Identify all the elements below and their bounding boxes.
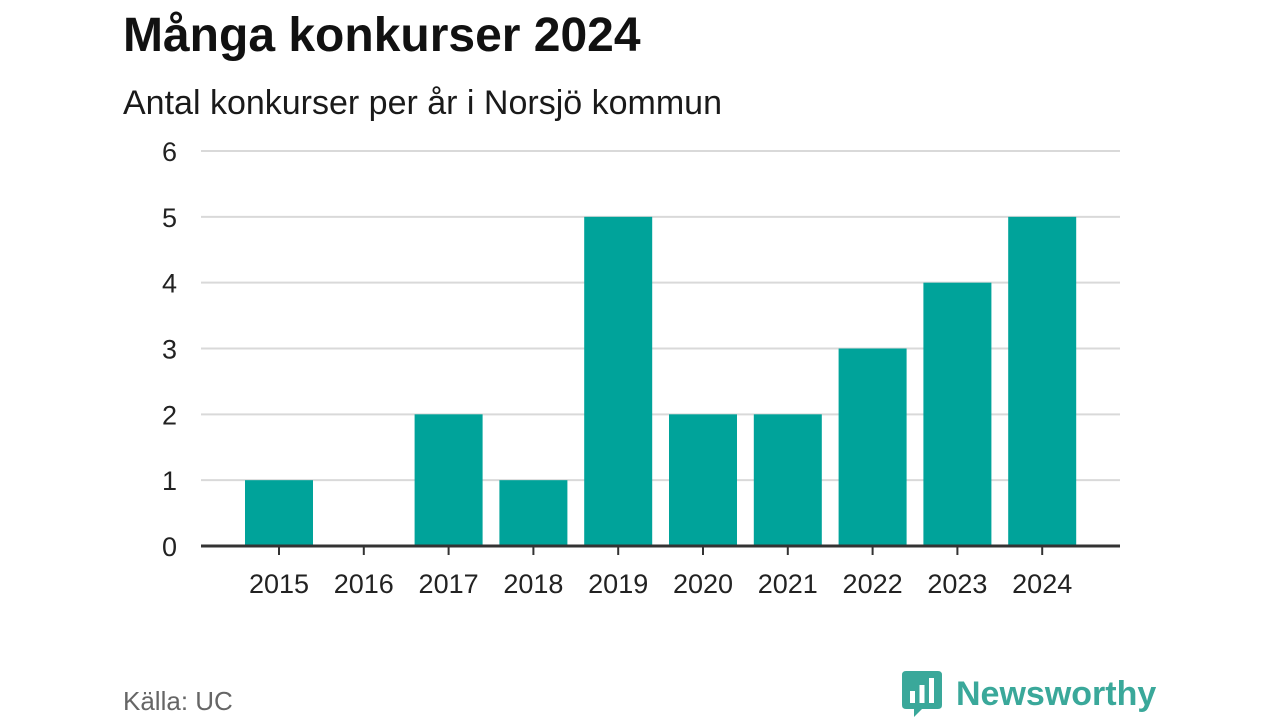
y-tick-label: 6 — [162, 137, 177, 167]
axes — [201, 544, 1120, 555]
y-tick-label: 4 — [162, 269, 177, 299]
x-tick-label: 2020 — [673, 569, 733, 599]
y-tick-label: 0 — [162, 532, 177, 562]
y-tick-label: 1 — [162, 466, 177, 496]
bar-2018 — [499, 480, 568, 546]
x-tick-label: 2021 — [758, 569, 818, 599]
y-tick-label: 3 — [162, 335, 177, 365]
x-tick-label: 2017 — [419, 569, 479, 599]
bar-2022 — [838, 348, 907, 546]
bar-2015 — [245, 480, 313, 546]
chart-subtitle: Antal konkurser per år i Norsjö kommun — [123, 84, 723, 122]
y-tick-label: 2 — [162, 400, 177, 430]
bars — [245, 216, 1077, 547]
brand-name: Newsworthy — [956, 674, 1157, 713]
bar-2017 — [414, 414, 483, 546]
bar-2019 — [584, 216, 653, 547]
bar-chart-logo-icon — [902, 671, 942, 717]
tick-labels: 0 1 2 3 4 5 6 2015 2016 2017 2018 2019 2020 2021 2022 2… — [162, 137, 1072, 599]
bar-2021 — [753, 414, 822, 546]
chart-title: Många konkurser 2024 — [123, 9, 641, 62]
newsworthy-logo: Newsworthy — [902, 671, 1156, 717]
source-note: Källa: UC — [123, 686, 233, 716]
x-tick-label: 2016 — [334, 569, 394, 599]
bar-2020 — [669, 414, 737, 546]
bar-2024 — [1008, 216, 1077, 547]
x-tick-label: 2024 — [1012, 569, 1072, 599]
x-tick-label: 2022 — [843, 569, 903, 599]
x-tick-label: 2018 — [503, 569, 563, 599]
x-tick-label: 2023 — [927, 569, 987, 599]
x-tick-label: 2015 — [249, 569, 309, 599]
x-tick-label: 2019 — [588, 569, 648, 599]
bar-chart: 0 1 2 3 4 5 6 2015 2016 2017 2018 2019 2020 2021 2022 2… — [162, 137, 1120, 599]
bar-2023 — [923, 282, 992, 546]
y-tick-label: 5 — [162, 203, 177, 233]
